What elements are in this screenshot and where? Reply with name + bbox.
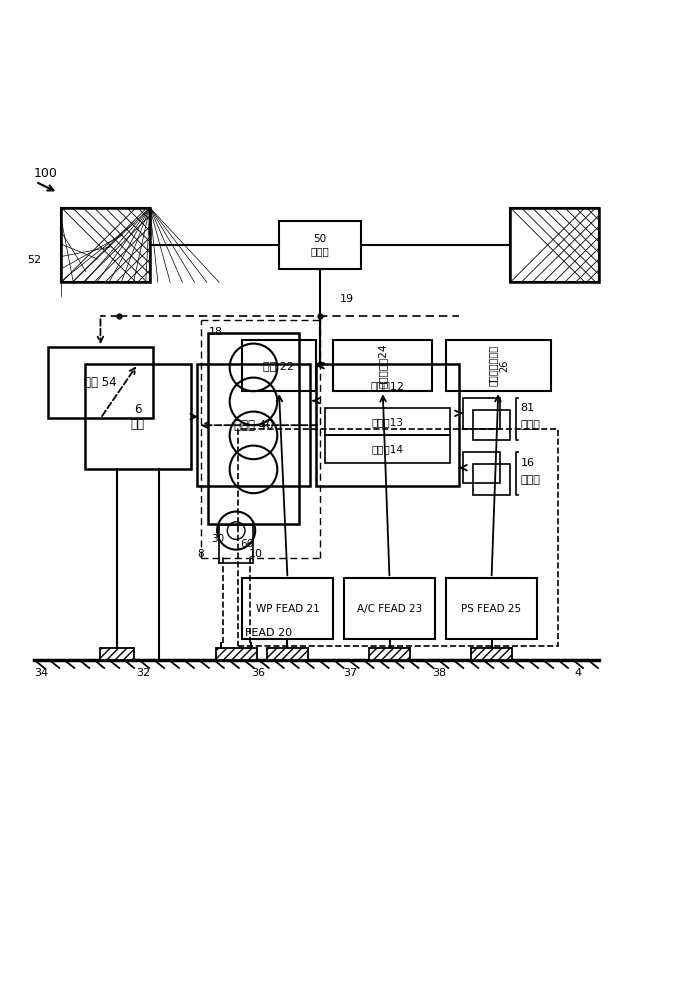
Text: 38: 38: [432, 668, 446, 678]
Bar: [473, 410, 510, 440]
Bar: [325, 408, 450, 435]
Bar: [238, 429, 558, 646]
Text: 传感器: 传感器: [520, 475, 541, 485]
Text: 37: 37: [344, 668, 357, 678]
Text: 存储器14: 存储器14: [371, 444, 403, 454]
Text: 电池 54: 电池 54: [84, 376, 117, 389]
Bar: [216, 648, 257, 660]
Bar: [333, 340, 432, 391]
Bar: [197, 364, 310, 486]
Bar: [85, 364, 191, 469]
Bar: [316, 364, 459, 486]
Text: 66: 66: [240, 539, 253, 549]
Text: 致动器: 致动器: [520, 420, 541, 430]
Text: FEAD 20: FEAD 20: [245, 628, 292, 638]
Bar: [510, 208, 599, 282]
Bar: [471, 648, 512, 660]
Text: 控制器12: 控制器12: [371, 381, 405, 391]
Bar: [463, 452, 500, 483]
Text: 水泵 22: 水泵 22: [264, 361, 294, 371]
Bar: [463, 398, 500, 429]
Text: 100: 100: [34, 167, 58, 180]
Text: 处理器13: 处理器13: [371, 417, 403, 427]
Text: 30: 30: [211, 534, 224, 544]
Text: 10: 10: [248, 549, 262, 559]
Text: 动力转向压缩机
26: 动力转向压缩机 26: [487, 345, 509, 386]
Bar: [279, 221, 361, 269]
Bar: [446, 340, 551, 391]
Bar: [61, 208, 150, 282]
Text: 6
电机: 6 电机: [131, 403, 145, 431]
Text: WP FEAD 21: WP FEAD 21: [255, 604, 319, 614]
Bar: [510, 208, 599, 282]
Bar: [473, 464, 510, 495]
Text: 18: 18: [209, 327, 223, 337]
Text: 50
差速器: 50 差速器: [310, 234, 329, 256]
Bar: [242, 578, 333, 639]
Text: 8: 8: [198, 549, 204, 559]
Text: 变速器 40: 变速器 40: [234, 419, 273, 432]
Bar: [344, 578, 435, 639]
Bar: [100, 648, 134, 660]
Bar: [61, 208, 150, 282]
Bar: [208, 333, 299, 524]
Bar: [325, 435, 450, 463]
Text: 19: 19: [340, 294, 355, 304]
Text: 空调压缩机24: 空调压缩机24: [378, 343, 388, 388]
Text: 52: 52: [27, 255, 41, 265]
Bar: [242, 340, 316, 391]
Text: 36: 36: [252, 668, 266, 678]
Text: 32: 32: [136, 668, 150, 678]
Text: A/C FEAD 23: A/C FEAD 23: [357, 604, 422, 614]
Text: 81: 81: [520, 403, 534, 413]
Text: 4: 4: [575, 668, 582, 678]
Bar: [369, 648, 410, 660]
Bar: [446, 578, 537, 639]
Bar: [267, 648, 308, 660]
Text: PS FEAD 25: PS FEAD 25: [462, 604, 522, 614]
Bar: [48, 347, 153, 418]
Text: 34: 34: [34, 668, 48, 678]
Text: 16: 16: [520, 458, 534, 468]
